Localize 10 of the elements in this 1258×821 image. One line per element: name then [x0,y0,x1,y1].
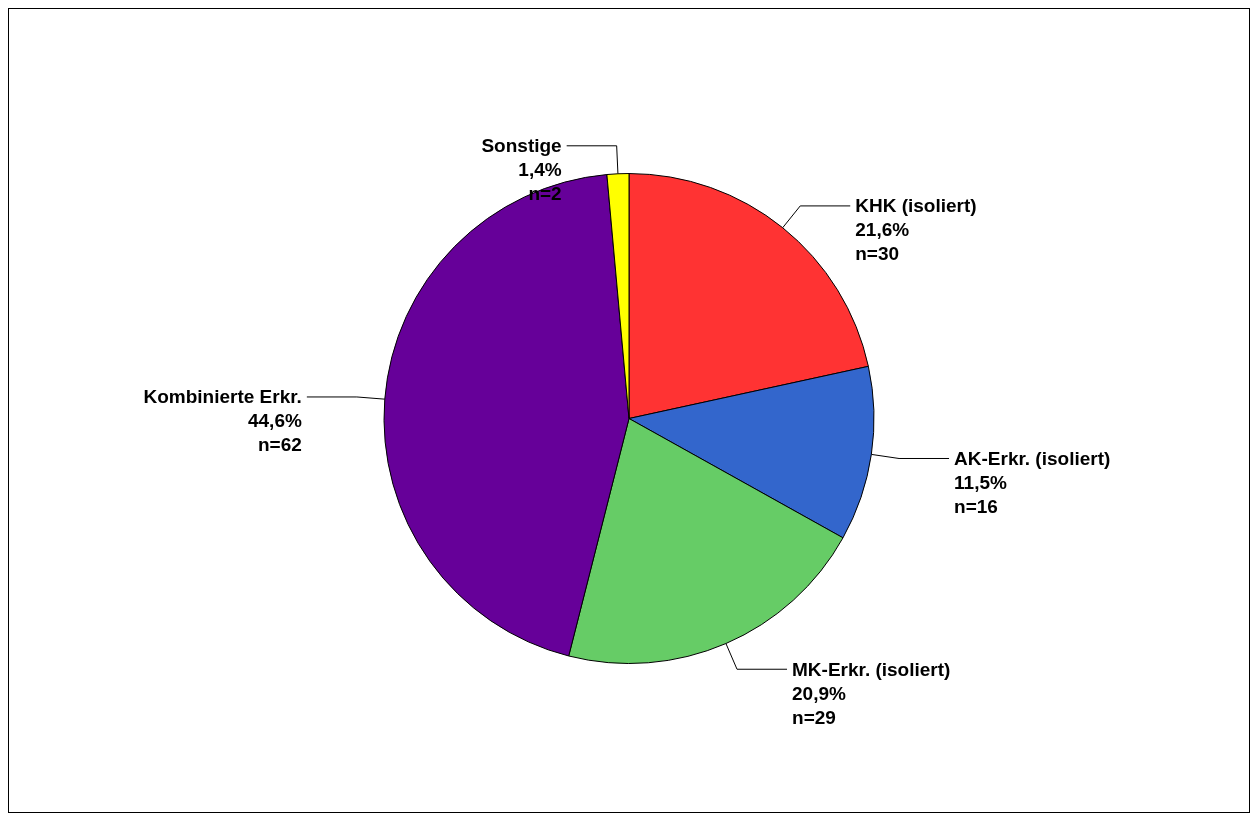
slice-label: AK-Erkr. (isoliert) [954,447,1111,469]
slice-label: MK-Erkr. (isoliert) [792,658,951,680]
data-label: 20,9% n=29 [792,682,846,728]
data-label: 21,6% n=30 [855,219,910,265]
data-label: 44,6% n=62 [247,410,302,456]
slice-label: Kombinierte Erkr. [143,386,302,408]
data-label: 11,5% n=16 [954,471,1007,517]
slice-label: Sonstige [481,135,562,157]
slice-label: KHK (isoliert) [855,195,977,217]
data-label: 1,4% n=2 [518,159,562,205]
